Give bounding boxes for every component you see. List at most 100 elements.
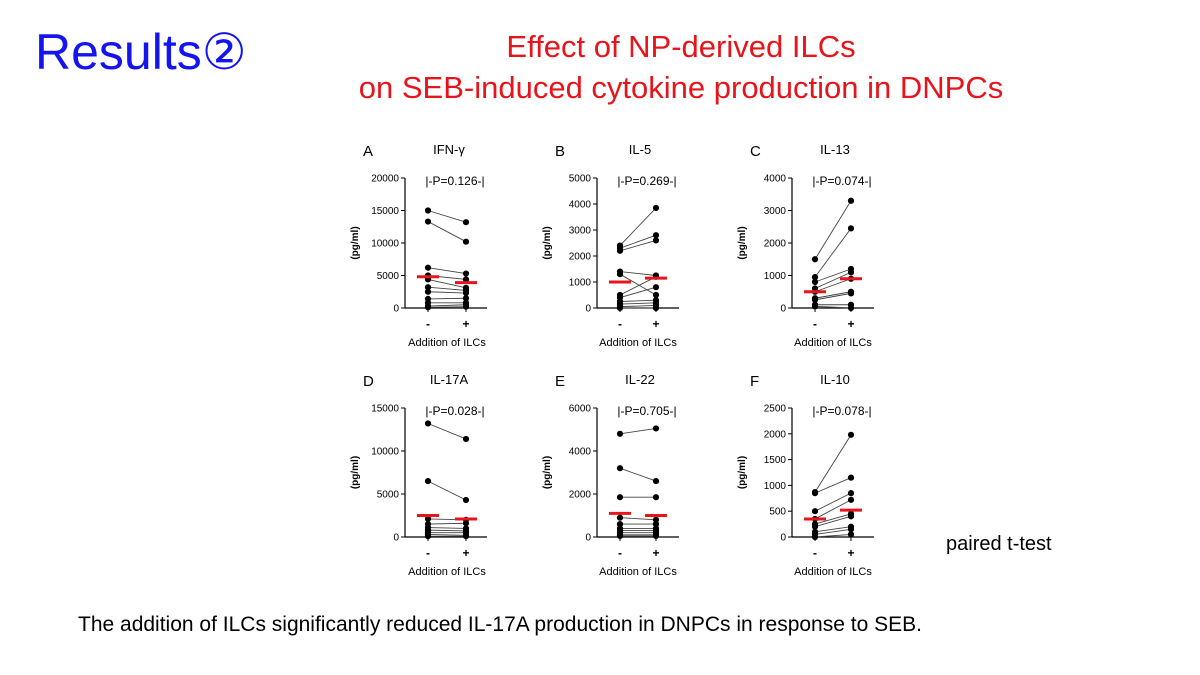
pair-line <box>814 528 852 535</box>
y-tick-label: 2000 <box>569 252 592 263</box>
pair-line <box>619 427 657 435</box>
p-value-annotation: |-P=0.074-| <box>812 174 871 188</box>
data-point <box>616 430 624 437</box>
data-point <box>616 247 624 254</box>
y-tick-label: 10000 <box>371 239 399 250</box>
x-axis-label: Addition of ILCs <box>794 566 872 578</box>
chart-title: IL-22 <box>625 372 655 387</box>
pair-line <box>814 228 852 278</box>
pair-line <box>427 522 467 525</box>
data-point <box>616 271 624 278</box>
y-axis-label: (pg/ml) <box>737 226 748 259</box>
data-point <box>616 521 624 528</box>
x-category-label: - <box>618 546 622 560</box>
pair-line <box>814 200 852 260</box>
data-point <box>652 204 660 211</box>
y-tick-label: 2500 <box>764 404 787 415</box>
y-tick-label: 4000 <box>569 200 592 211</box>
test-note: paired t-test <box>946 533 1052 555</box>
slide-subtitle-line1: Effect of NP-derived ILCs <box>506 29 856 64</box>
data-point <box>811 296 819 303</box>
data-point <box>462 295 470 302</box>
data-point <box>847 531 855 538</box>
data-point <box>424 218 432 225</box>
pair-line <box>619 302 657 305</box>
chart-panel-c: C IL-13 |-P=0.074-| (pg/ml) - + Addition of IL… <box>737 142 874 349</box>
y-tick-label: 10000 <box>371 447 399 458</box>
data-point <box>652 521 660 528</box>
pair-line <box>814 526 852 533</box>
data-point <box>652 478 660 485</box>
data-point <box>847 496 855 503</box>
chart-title: IL-10 <box>820 372 850 387</box>
pair-line <box>814 278 852 293</box>
pair-line <box>427 297 467 300</box>
pair-line <box>814 271 852 289</box>
data-point <box>811 278 819 286</box>
data-point <box>847 225 855 232</box>
data-point <box>616 465 624 472</box>
pair-line <box>427 423 467 440</box>
pair-line <box>427 529 467 532</box>
pair-line <box>814 291 852 299</box>
y-tick-label: 5000 <box>377 490 400 501</box>
data-point <box>847 304 855 312</box>
pair-line <box>427 306 467 308</box>
x-category-label: + <box>652 546 659 560</box>
chart-panel-a: A IFN-γ |-P=0.126-| (pg/ml) - + Addition of IL… <box>350 142 487 349</box>
pair-line <box>427 291 467 294</box>
data-point <box>462 303 470 310</box>
data-point <box>811 523 819 530</box>
panel-letter: D <box>363 373 374 390</box>
pair-line <box>427 533 467 536</box>
pair-line <box>814 533 852 538</box>
data-point <box>811 490 819 497</box>
pair-line <box>814 492 852 512</box>
data-point <box>811 303 819 310</box>
pair-line <box>814 268 852 283</box>
data-point <box>424 533 432 540</box>
data-point <box>652 516 660 523</box>
pair-line <box>427 267 467 274</box>
data-point <box>462 270 470 277</box>
data-point <box>424 515 432 523</box>
p-value-annotation: |-P=0.078-| <box>812 404 871 418</box>
data-point <box>652 532 660 540</box>
data-point <box>847 513 855 520</box>
pair-line <box>427 527 467 529</box>
y-tick-label: 5000 <box>377 271 400 282</box>
y-tick-label: 1000 <box>764 481 787 492</box>
p-value-annotation: |-P=0.126-| <box>425 174 484 188</box>
chart-title: IFN-γ <box>433 142 465 157</box>
data-point <box>811 533 819 541</box>
y-tick-label: 5000 <box>569 174 592 185</box>
y-tick-label: 4000 <box>764 174 787 185</box>
y-tick-label: 1000 <box>569 278 592 289</box>
x-category-label: - <box>813 546 817 560</box>
x-category-label: + <box>847 317 854 331</box>
pair-line <box>427 480 467 501</box>
x-category-label: - <box>426 546 430 560</box>
y-tick-label: 2000 <box>569 490 592 501</box>
data-point <box>652 304 660 312</box>
conclusion-text: The addition of ILCs significantly reduc… <box>78 613 922 636</box>
y-tick-label: 3000 <box>569 226 592 237</box>
data-point <box>424 288 432 295</box>
pair-line <box>619 234 657 249</box>
data-point <box>616 304 624 312</box>
data-point <box>462 219 470 226</box>
x-category-label: + <box>652 317 659 331</box>
x-category-label: + <box>462 317 469 331</box>
pair-line <box>814 292 852 301</box>
data-point <box>652 494 660 501</box>
data-point <box>847 490 855 497</box>
data-point <box>616 494 624 501</box>
pair-line <box>427 210 467 223</box>
data-point <box>847 290 855 297</box>
pair-line <box>814 305 852 309</box>
pair-line <box>619 207 657 246</box>
x-axis-label: Addition of ILCs <box>408 566 486 578</box>
pair-line <box>619 271 657 276</box>
data-point <box>616 532 624 540</box>
data-point <box>462 289 470 297</box>
